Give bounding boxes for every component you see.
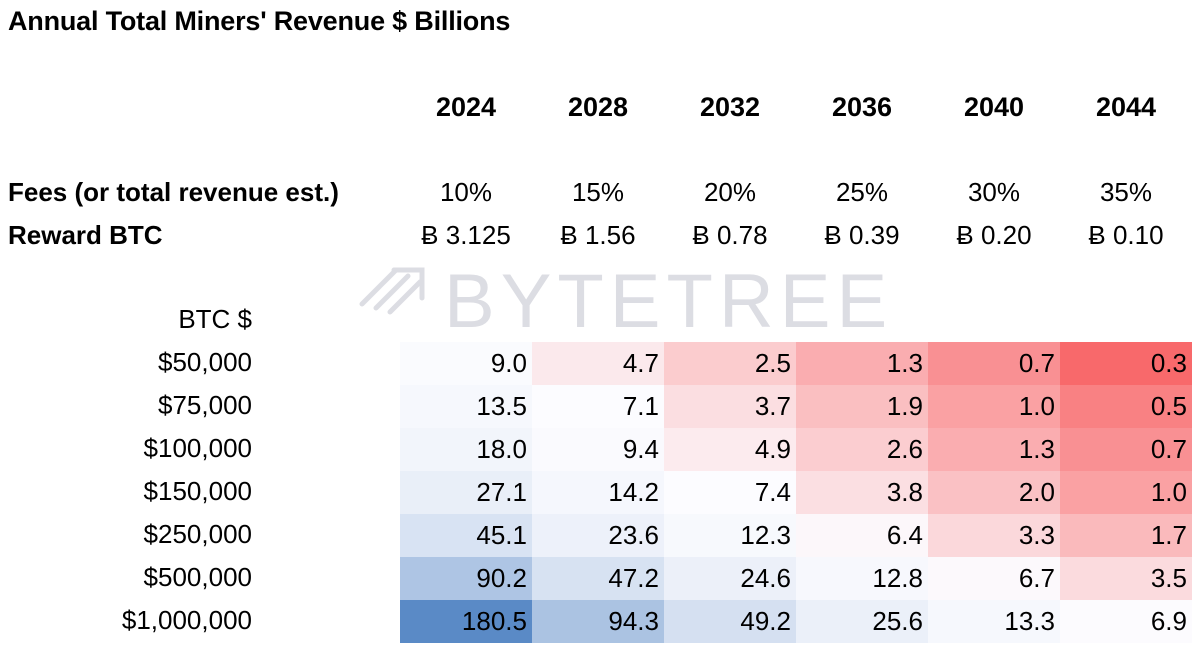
reward-value: Ƀ 0.20 (956, 220, 1032, 250)
reward-row-label: Reward BTC (8, 220, 163, 250)
heatmap-cell: 6.4 (796, 514, 928, 557)
watermark-text: BYTETREE (444, 259, 894, 344)
heatmap-cell: 0.7 (1060, 428, 1192, 471)
btc-price-label: $100,000 (143, 433, 252, 463)
heatmap-cell: 7.1 (532, 385, 664, 428)
heatmap-cell: 47.2 (532, 557, 664, 600)
heatmap-cell: 14.2 (532, 471, 664, 514)
heatmap-cell: 13.5 (400, 385, 532, 428)
fees-row-label: Fees (or total revenue est.) (8, 177, 339, 207)
heatmap-cell: 2.5 (664, 342, 796, 385)
btc-price-label: $50,000 (158, 347, 252, 377)
heatmap-cell: 90.2 (400, 557, 532, 600)
heatmap-cell: 9.4 (532, 428, 664, 471)
fee-value: 35% (1099, 177, 1153, 207)
btc-price-header: BTC $ (178, 304, 252, 334)
bytetree-arrows-icon (359, 267, 425, 315)
heatmap-cell: 9.0 (400, 342, 532, 385)
btc-price-label: $150,000 (143, 476, 252, 506)
heatmap-cell: 0.3 (1060, 342, 1192, 385)
reward-value: Ƀ 0.39 (824, 220, 900, 250)
heatmap-cell: 18.0 (400, 428, 532, 471)
heatmap-cell: 3.7 (664, 385, 796, 428)
heatmap-cell: 3.8 (796, 471, 928, 514)
heatmap-cell: 0.5 (1060, 385, 1192, 428)
heatmap-cell: 45.1 (400, 514, 532, 557)
fee-value: 25% (835, 177, 889, 207)
year-header: 2032 (699, 92, 761, 122)
heatmap-cell: 13.3 (928, 600, 1060, 643)
reward-value: Ƀ 3.125 (421, 220, 511, 250)
heatmap-cell: 6.9 (1060, 600, 1192, 643)
heatmap-cell: 27.1 (400, 471, 532, 514)
heatmap-cell: 6.7 (928, 557, 1060, 600)
heatmap-cell: 1.9 (796, 385, 928, 428)
year-header: 2028 (567, 92, 629, 122)
heatmap-cell: 94.3 (532, 600, 664, 643)
heatmap-cell: 4.7 (532, 342, 664, 385)
heatmap-cell: 25.6 (796, 600, 928, 643)
heatmap-cell: 2.6 (796, 428, 928, 471)
heatmap-cell: 4.9 (664, 428, 796, 471)
year-header: 2040 (963, 92, 1025, 122)
heatmap-cell: 180.5 (400, 600, 532, 643)
year-header: 2044 (1095, 92, 1157, 122)
year-header: 2024 (435, 92, 497, 122)
chart-title: Annual Total Miners' Revenue $ Billions (8, 6, 511, 36)
heatmap-cell: 2.0 (928, 471, 1060, 514)
heatmap-cell: 7.4 (664, 471, 796, 514)
reward-value: Ƀ 0.78 (692, 220, 768, 250)
heatmap-cell: 1.3 (928, 428, 1060, 471)
reward-value: Ƀ 1.56 (560, 220, 636, 250)
fee-value: 15% (571, 177, 625, 207)
fee-value: 30% (967, 177, 1021, 207)
year-header: 2036 (831, 92, 893, 122)
btc-price-label: $500,000 (143, 562, 252, 592)
heatmap-cell: 49.2 (664, 600, 796, 643)
reward-value: Ƀ 0.10 (1088, 220, 1164, 250)
heatmap-cell: 3.5 (1060, 557, 1192, 600)
btc-price-label: $250,000 (143, 519, 252, 549)
heatmap-cell: 12.3 (664, 514, 796, 557)
heatmap-cell: 1.7 (1060, 514, 1192, 557)
heatmap-cell: 1.0 (1060, 471, 1192, 514)
fee-value: 10% (439, 177, 493, 207)
heatmap-cell: 24.6 (664, 557, 796, 600)
fee-value: 20% (703, 177, 757, 207)
btc-price-label: $1,000,000 (121, 605, 252, 635)
btc-price-label: $75,000 (158, 390, 252, 420)
heatmap-cell: 12.8 (796, 557, 928, 600)
heatmap-cell: 3.3 (928, 514, 1060, 557)
heatmap-cell: 1.0 (928, 385, 1060, 428)
watermark: BYTETREE (356, 259, 887, 344)
heatmap-cell: 1.3 (796, 342, 928, 385)
heatmap-cell: 23.6 (532, 514, 664, 557)
heatmap-cell: 0.7 (928, 342, 1060, 385)
